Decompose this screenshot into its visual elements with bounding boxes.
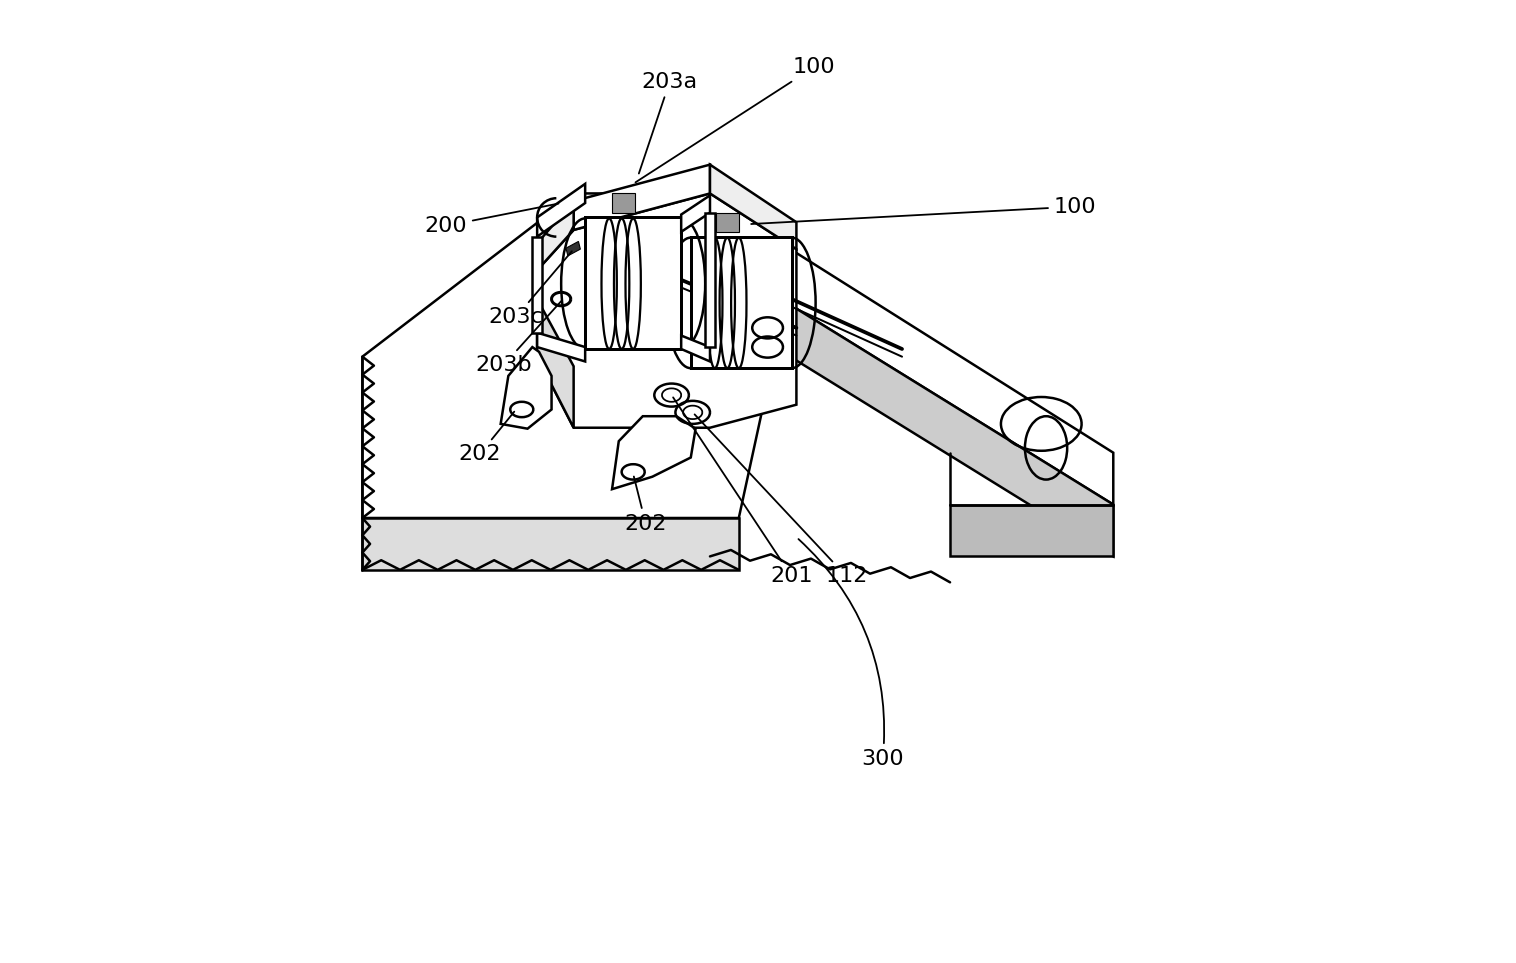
Polygon shape <box>573 165 709 230</box>
Text: 100: 100 <box>750 196 1096 224</box>
Polygon shape <box>362 518 738 570</box>
Text: 202: 202 <box>625 477 667 534</box>
Text: 200: 200 <box>424 203 558 236</box>
Polygon shape <box>705 213 714 347</box>
Polygon shape <box>537 332 585 361</box>
Polygon shape <box>612 194 635 213</box>
Polygon shape <box>532 237 541 332</box>
Polygon shape <box>681 335 709 361</box>
Polygon shape <box>585 218 681 349</box>
Text: 203c: 203c <box>488 251 572 327</box>
Text: 203a: 203a <box>638 72 697 173</box>
Polygon shape <box>565 242 581 256</box>
Polygon shape <box>362 194 796 518</box>
Text: 202: 202 <box>458 411 514 464</box>
Polygon shape <box>716 213 738 232</box>
Polygon shape <box>709 249 1113 557</box>
Text: 203b: 203b <box>475 301 561 375</box>
Polygon shape <box>681 195 709 232</box>
Polygon shape <box>709 194 1113 505</box>
Polygon shape <box>537 184 585 237</box>
Polygon shape <box>537 194 796 428</box>
Polygon shape <box>612 416 696 489</box>
Text: 201: 201 <box>673 398 813 586</box>
Polygon shape <box>537 299 573 428</box>
Polygon shape <box>709 165 796 249</box>
Polygon shape <box>951 505 1113 557</box>
Text: 300: 300 <box>799 539 904 768</box>
Polygon shape <box>500 347 552 429</box>
Text: 100: 100 <box>635 58 835 182</box>
Text: 112: 112 <box>694 414 867 586</box>
Polygon shape <box>691 237 791 368</box>
Polygon shape <box>537 201 573 271</box>
